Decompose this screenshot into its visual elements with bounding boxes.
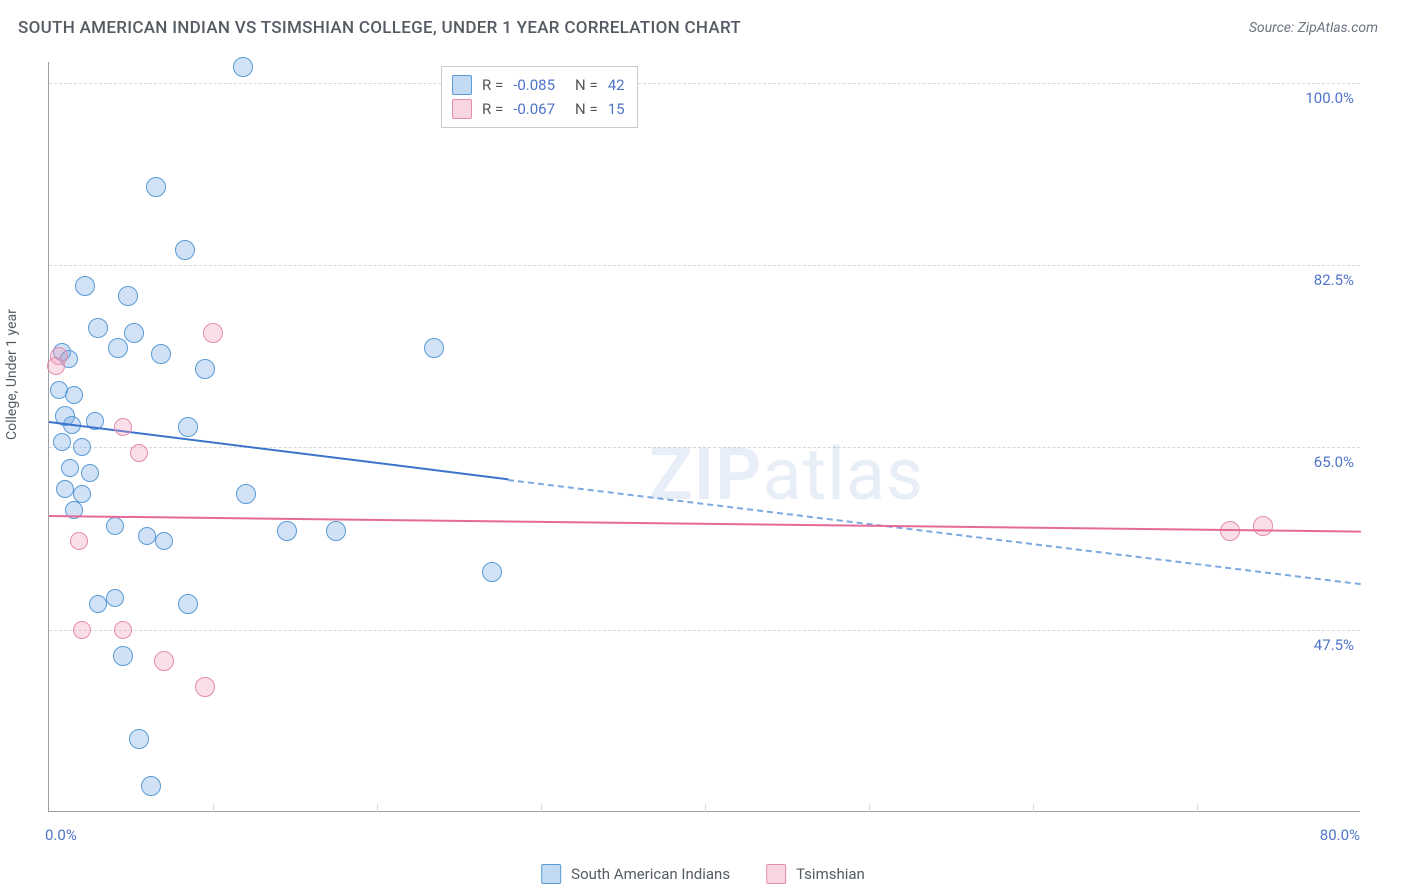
data-point bbox=[141, 776, 161, 796]
y-tick-label: 47.5% bbox=[1314, 636, 1354, 654]
data-point bbox=[155, 532, 173, 550]
stat-r-value: -0.085 bbox=[513, 73, 555, 97]
y-tick-label: 82.5% bbox=[1314, 271, 1354, 289]
data-point bbox=[73, 621, 91, 639]
regression-line bbox=[49, 515, 1361, 533]
legend-label: Tsimshian bbox=[796, 865, 865, 883]
stats-row: R = -0.067 N = 15 bbox=[452, 97, 625, 121]
data-point bbox=[424, 338, 444, 358]
gridline bbox=[49, 83, 1360, 84]
data-point bbox=[154, 651, 174, 671]
x-tick bbox=[1033, 804, 1034, 812]
x-tick bbox=[1197, 804, 1198, 812]
x-tick bbox=[541, 804, 542, 812]
data-point bbox=[75, 276, 95, 296]
x-tick bbox=[213, 804, 214, 812]
x-min-label: 0.0% bbox=[45, 826, 77, 844]
stats-box: R = -0.085 N = 42 R = -0.067 N = 15 bbox=[441, 66, 638, 128]
data-point bbox=[326, 521, 346, 541]
legend-swatch-icon bbox=[766, 864, 786, 884]
data-point bbox=[106, 589, 124, 607]
scatter-chart: 47.5%65.0%82.5%100.0%0.0%80.0%ZIPatlasR … bbox=[48, 62, 1360, 812]
y-tick-label: 65.0% bbox=[1314, 453, 1354, 471]
data-point bbox=[178, 417, 198, 437]
data-point bbox=[203, 323, 223, 343]
data-point bbox=[195, 359, 215, 379]
x-tick bbox=[705, 804, 706, 812]
data-point bbox=[146, 177, 166, 197]
stat-r-value: -0.067 bbox=[513, 97, 555, 121]
stat-r-label: R = bbox=[482, 73, 503, 97]
data-point bbox=[108, 338, 128, 358]
source-label: Source: ZipAtlas.com bbox=[1249, 20, 1378, 36]
data-point bbox=[175, 240, 195, 260]
data-point bbox=[236, 484, 256, 504]
stats-swatch-icon bbox=[452, 75, 472, 95]
data-point bbox=[89, 595, 107, 613]
x-max-label: 80.0% bbox=[1320, 826, 1360, 844]
y-axis-label: College, Under 1 year bbox=[4, 309, 20, 440]
legend-item: Tsimshian bbox=[766, 864, 865, 884]
legend-label: South American Indians bbox=[571, 865, 730, 883]
data-point bbox=[114, 418, 132, 436]
data-point bbox=[118, 286, 138, 306]
data-point bbox=[130, 444, 148, 462]
stats-swatch-icon bbox=[452, 99, 472, 119]
data-point bbox=[81, 464, 99, 482]
stat-n-label: N = bbox=[575, 97, 598, 121]
data-point bbox=[129, 729, 149, 749]
data-point bbox=[195, 677, 215, 697]
y-tick-label: 100.0% bbox=[1305, 89, 1354, 107]
header: SOUTH AMERICAN INDIAN VS TSIMSHIAN COLLE… bbox=[0, 0, 1406, 46]
data-point bbox=[70, 532, 88, 550]
data-point bbox=[88, 318, 108, 338]
data-point bbox=[65, 386, 83, 404]
x-tick bbox=[869, 804, 870, 812]
x-tick bbox=[377, 804, 378, 812]
watermark: ZIPatlas bbox=[649, 432, 924, 517]
stat-n-label: N = bbox=[575, 73, 598, 97]
stats-row: R = -0.085 N = 42 bbox=[452, 73, 625, 97]
data-point bbox=[113, 646, 133, 666]
data-point bbox=[277, 521, 297, 541]
data-point bbox=[138, 527, 156, 545]
data-point bbox=[178, 594, 198, 614]
data-point bbox=[53, 433, 71, 451]
data-point bbox=[482, 562, 502, 582]
data-point bbox=[114, 621, 132, 639]
data-point bbox=[233, 57, 253, 77]
chart-title: SOUTH AMERICAN INDIAN VS TSIMSHIAN COLLE… bbox=[18, 18, 741, 38]
legend: South American Indians Tsimshian bbox=[541, 864, 865, 884]
stat-n-value: 42 bbox=[608, 73, 625, 97]
legend-swatch-icon bbox=[541, 864, 561, 884]
data-point bbox=[61, 459, 79, 477]
gridline bbox=[49, 630, 1360, 631]
legend-item: South American Indians bbox=[541, 864, 730, 884]
data-point bbox=[1253, 516, 1273, 536]
data-point bbox=[47, 357, 65, 375]
data-point bbox=[73, 438, 91, 456]
gridline bbox=[49, 265, 1360, 266]
data-point bbox=[106, 517, 124, 535]
data-point bbox=[124, 323, 144, 343]
data-point bbox=[56, 480, 74, 498]
stat-n-value: 15 bbox=[608, 97, 625, 121]
stat-r-label: R = bbox=[482, 97, 503, 121]
data-point bbox=[151, 344, 171, 364]
